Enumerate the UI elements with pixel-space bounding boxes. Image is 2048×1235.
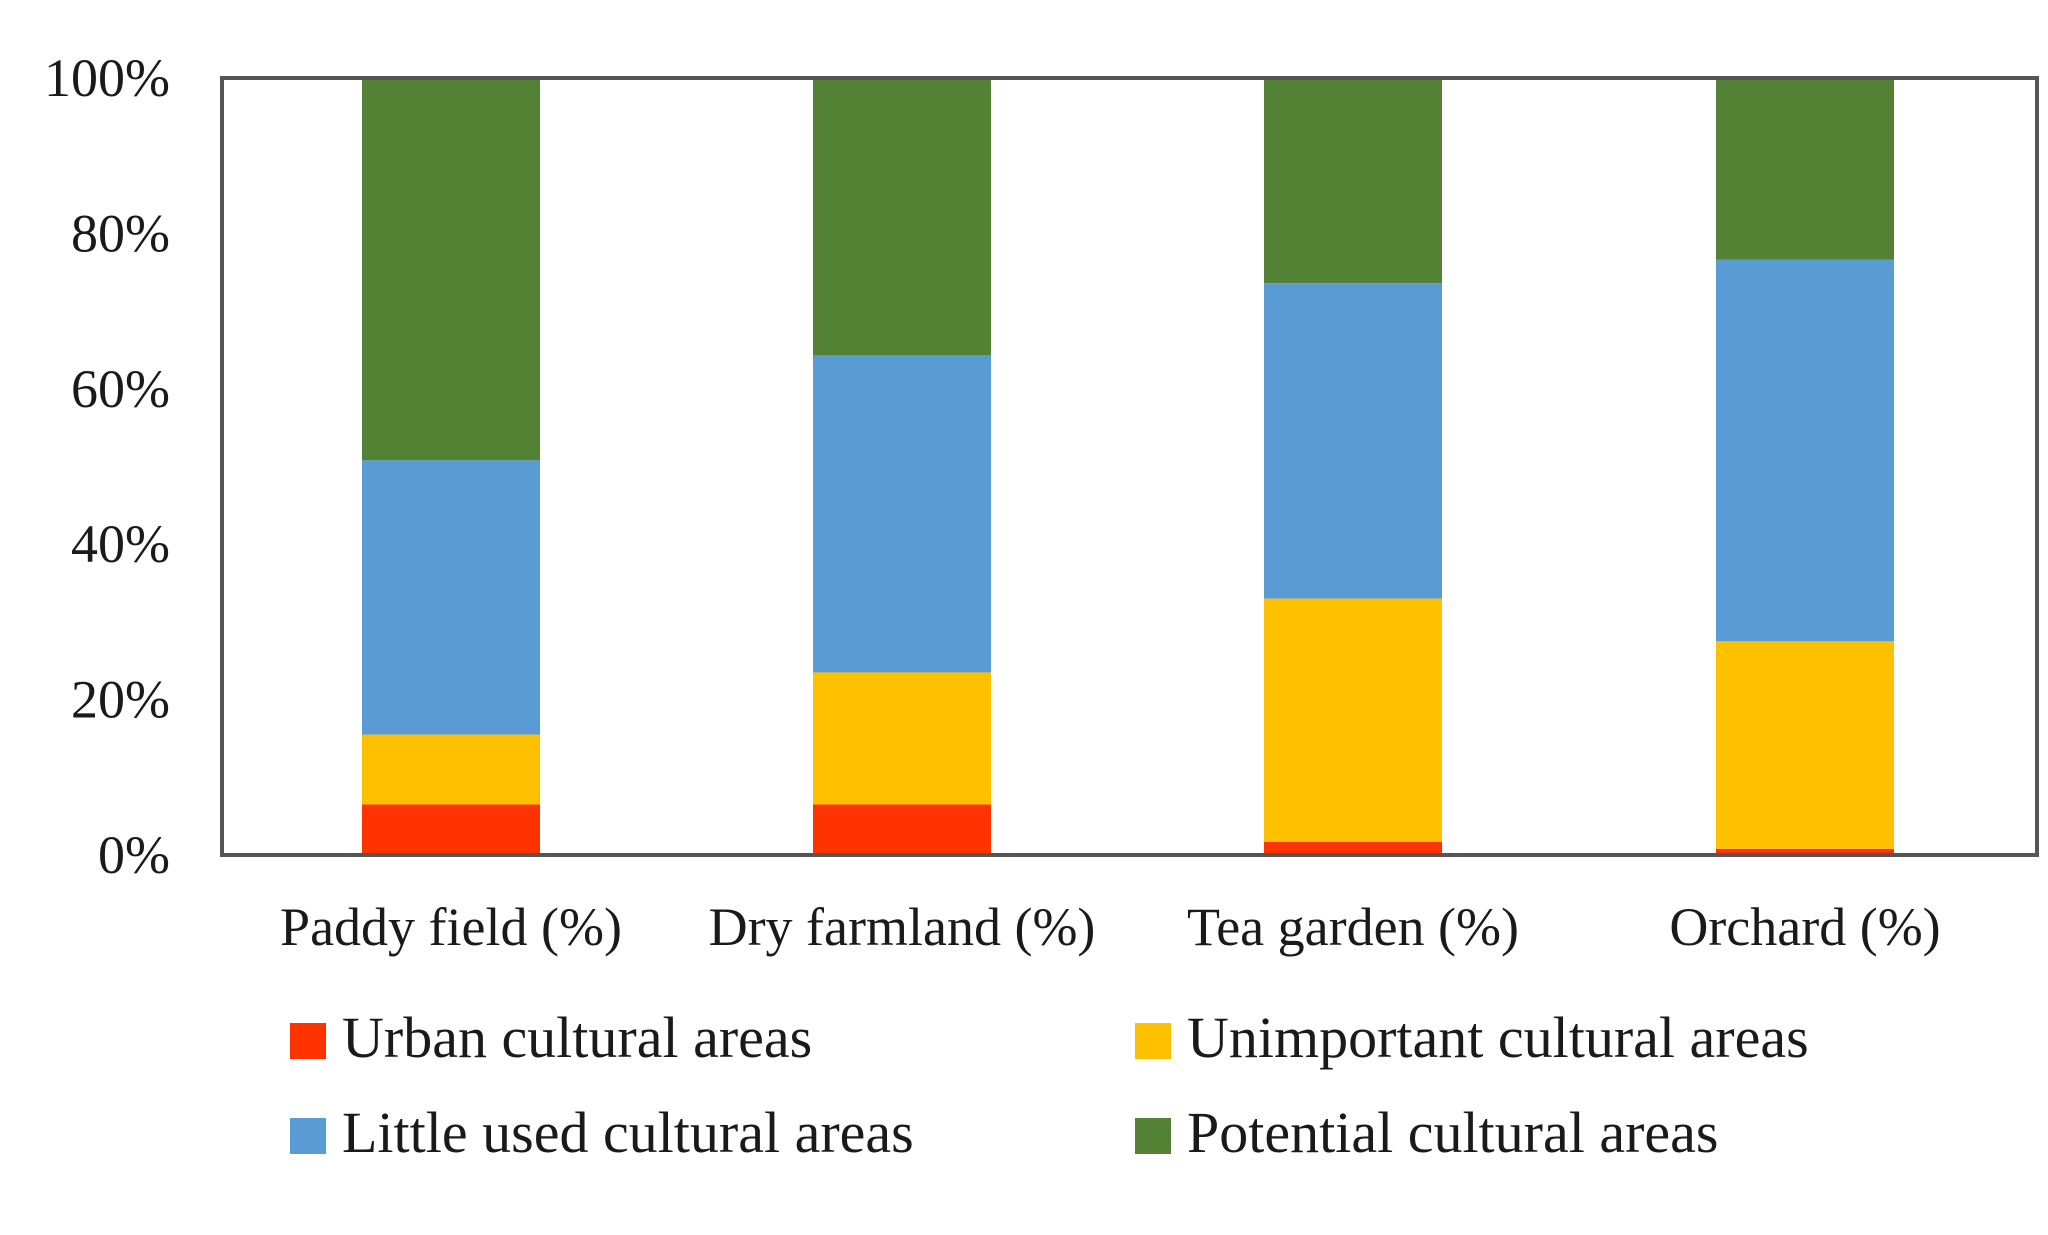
x-category-label: Paddy field (%)	[280, 897, 622, 957]
legend-swatch	[290, 1118, 326, 1154]
bar-segment-urban-cultural-areas	[1264, 841, 1442, 855]
bar-segment-potential-cultural-areas	[1264, 78, 1442, 284]
bar-segment-potential-cultural-areas	[362, 78, 540, 461]
bar-stack-orchard	[1716, 78, 1894, 855]
legend-label: Little used cultural areas	[342, 1100, 914, 1165]
bar-segment-urban-cultural-areas	[813, 804, 991, 855]
bar-segment-little-used-cultural-areas	[1264, 283, 1442, 599]
bar-segment-little-used-cultural-areas	[1716, 259, 1894, 642]
y-tick-label: 40%	[71, 514, 170, 574]
bar-stack-dry-farmland	[813, 78, 991, 855]
legend-item-urban-cultural-areas: Urban cultural areas	[290, 1005, 812, 1070]
bar-segment-unimportant-cultural-areas	[362, 734, 540, 805]
legend-item-unimportant-cultural-areas: Unimportant cultural areas	[1135, 1005, 1809, 1070]
legend-label: Potential cultural areas	[1187, 1100, 1718, 1165]
x-category-label: Dry farmland (%)	[709, 897, 1096, 957]
bar-stack-paddy-field	[362, 78, 540, 855]
legend-swatch	[290, 1023, 326, 1059]
legend-item-potential-cultural-areas: Potential cultural areas	[1135, 1100, 1718, 1165]
bar-segment-unimportant-cultural-areas	[1264, 598, 1442, 842]
bar-segment-potential-cultural-areas	[1716, 78, 1894, 260]
bar-stack-tea-garden	[1264, 78, 1442, 855]
legend-swatch	[1135, 1118, 1171, 1154]
x-axis-labels: Paddy field (%) Dry farmland (%) Tea garde…	[280, 897, 1941, 957]
bar-segment-urban-cultural-areas	[1716, 848, 1894, 855]
legend-label: Urban cultural areas	[342, 1005, 812, 1070]
y-tick-label: 20%	[71, 670, 170, 730]
y-tick-label: 0%	[98, 825, 170, 885]
bar-segment-urban-cultural-areas	[362, 804, 540, 855]
y-tick-label: 60%	[71, 359, 170, 419]
legend-swatch	[1135, 1023, 1171, 1059]
x-category-label: Orchard (%)	[1669, 897, 1940, 957]
y-tick-label: 100%	[44, 48, 170, 108]
bar-segment-potential-cultural-areas	[813, 78, 991, 356]
bar-segment-little-used-cultural-areas	[813, 355, 991, 673]
bar-segment-unimportant-cultural-areas	[1716, 641, 1894, 849]
legend-label: Unimportant cultural areas	[1187, 1005, 1809, 1070]
bar-segment-unimportant-cultural-areas	[813, 672, 991, 805]
legend-item-little-used-cultural-areas: Little used cultural areas	[290, 1100, 914, 1165]
bar-segment-little-used-cultural-areas	[362, 460, 540, 735]
y-axis-ticks: 0% 20% 40% 60% 80% 100%	[44, 48, 170, 885]
x-category-label: Tea garden (%)	[1187, 897, 1519, 957]
legend: Urban cultural areas Unimportant cultural…	[290, 1005, 1809, 1165]
bars-layer	[362, 78, 1894, 855]
y-tick-label: 80%	[71, 203, 170, 263]
plot-area-border	[220, 76, 2039, 857]
